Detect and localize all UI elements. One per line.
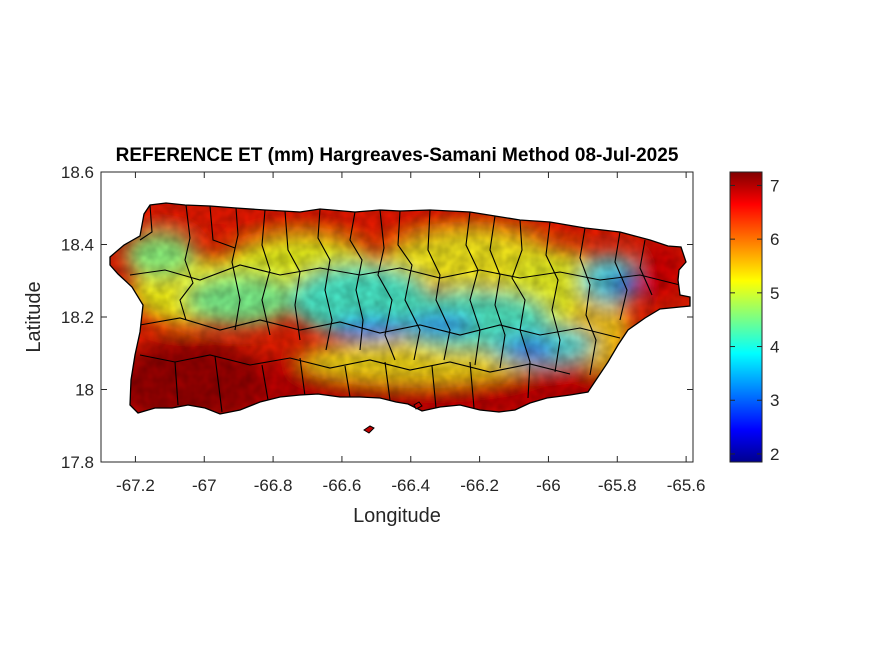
y-tick-label: 18.4 bbox=[61, 236, 94, 255]
colorbar-tick-label: 6 bbox=[770, 230, 779, 249]
offshore-islet-2 bbox=[413, 401, 423, 410]
chart-title: REFERENCE ET (mm) Hargreaves-Samani Meth… bbox=[116, 145, 679, 166]
x-axis-ticks: -67.2 -67 -66.8 -66.6 -66.4 -66.2 -66 -65.8 -65.… bbox=[116, 172, 705, 495]
y-axis-label: Latitude bbox=[23, 281, 45, 352]
colorbar-tick-label: 3 bbox=[770, 391, 779, 410]
x-tick-label: -67.2 bbox=[116, 476, 155, 495]
x-axis-label: Longitude bbox=[353, 505, 441, 527]
x-tick-label: -65.6 bbox=[667, 476, 706, 495]
colorbar-tick-label: 4 bbox=[770, 338, 779, 357]
y-tick-label: 18.2 bbox=[61, 308, 94, 327]
x-tick-label: -66.2 bbox=[460, 476, 499, 495]
colorbar bbox=[729, 171, 763, 463]
x-tick-label: -67 bbox=[192, 476, 217, 495]
y-tick-label: 18 bbox=[75, 381, 94, 400]
colorbar-tick-label: 2 bbox=[770, 445, 779, 464]
coastline bbox=[109, 202, 691, 415]
colorbar-tick-label: 5 bbox=[770, 284, 779, 303]
y-tick-label: 18.6 bbox=[61, 163, 94, 182]
x-tick-label: -66.8 bbox=[254, 476, 293, 495]
et-field bbox=[109, 202, 691, 434]
y-axis-ticks: 17.8 18 18.2 18.4 18.6 bbox=[61, 163, 693, 472]
y-tick-label: 17.8 bbox=[61, 453, 94, 472]
colorbar-ticks: 2 3 4 5 6 7 bbox=[730, 176, 779, 464]
x-tick-label: -65.8 bbox=[598, 476, 637, 495]
colorbar-tick-label: 7 bbox=[770, 176, 779, 195]
x-tick-label: -66.6 bbox=[323, 476, 362, 495]
offshore-islet bbox=[363, 425, 375, 434]
municipal-borders bbox=[129, 204, 681, 413]
x-tick-label: -66.4 bbox=[391, 476, 430, 495]
field-texture bbox=[110, 203, 690, 414]
x-tick-label: -66 bbox=[536, 476, 561, 495]
